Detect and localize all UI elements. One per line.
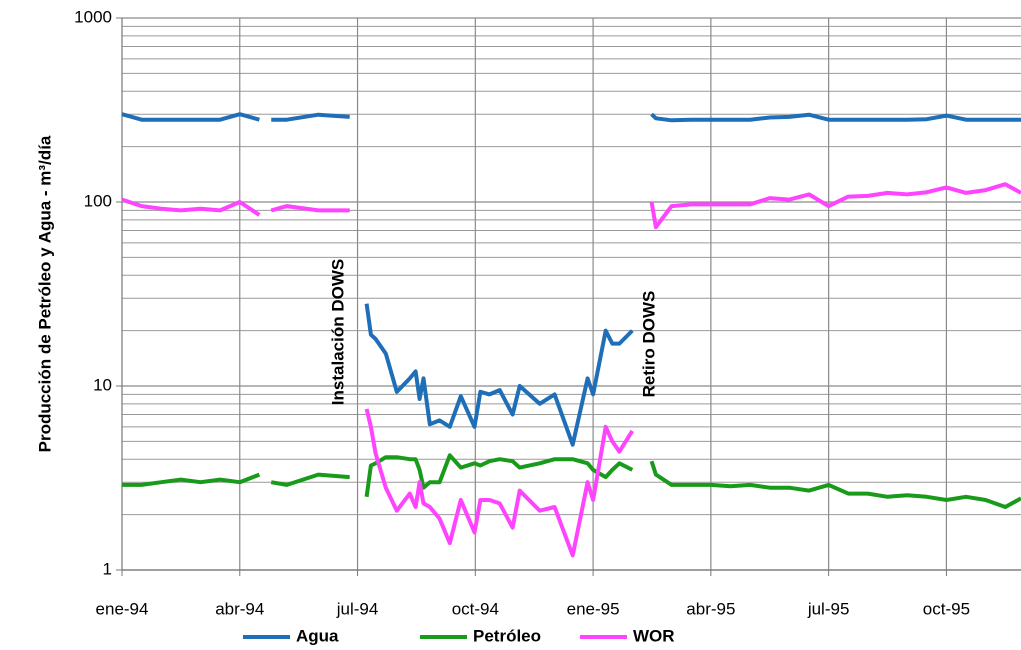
x-tick-label: ene-94 [96, 599, 149, 618]
y-tick-label: 1000 [74, 7, 112, 26]
x-tick-label: abr-94 [215, 599, 264, 618]
data-line [121, 112, 1021, 447]
y-tick-label: 100 [84, 191, 112, 210]
legend-label: Petróleo [473, 626, 541, 645]
x-tick-label: oct-95 [923, 599, 970, 618]
data-line [122, 453, 1021, 509]
data-line [121, 182, 1021, 558]
legend-label: Agua [296, 626, 339, 645]
x-tick-label: jul-94 [336, 599, 379, 618]
annotation: Retiro DOWS [639, 291, 658, 398]
y-tick-label: 1 [103, 559, 112, 578]
grid [122, 17, 1021, 571]
x-tick-label: abr-95 [686, 599, 735, 618]
x-tick-label: jul-95 [807, 599, 850, 618]
annotation: Instalación DOWS [328, 259, 347, 405]
y-tick-label: 10 [93, 375, 112, 394]
x-tick-label: ene-95 [567, 599, 620, 618]
legend-label: WOR [633, 626, 675, 645]
y-axis-label: Producción de Petróleo y Agua - m³/día [35, 135, 54, 452]
x-tick-label: oct-94 [452, 599, 499, 618]
